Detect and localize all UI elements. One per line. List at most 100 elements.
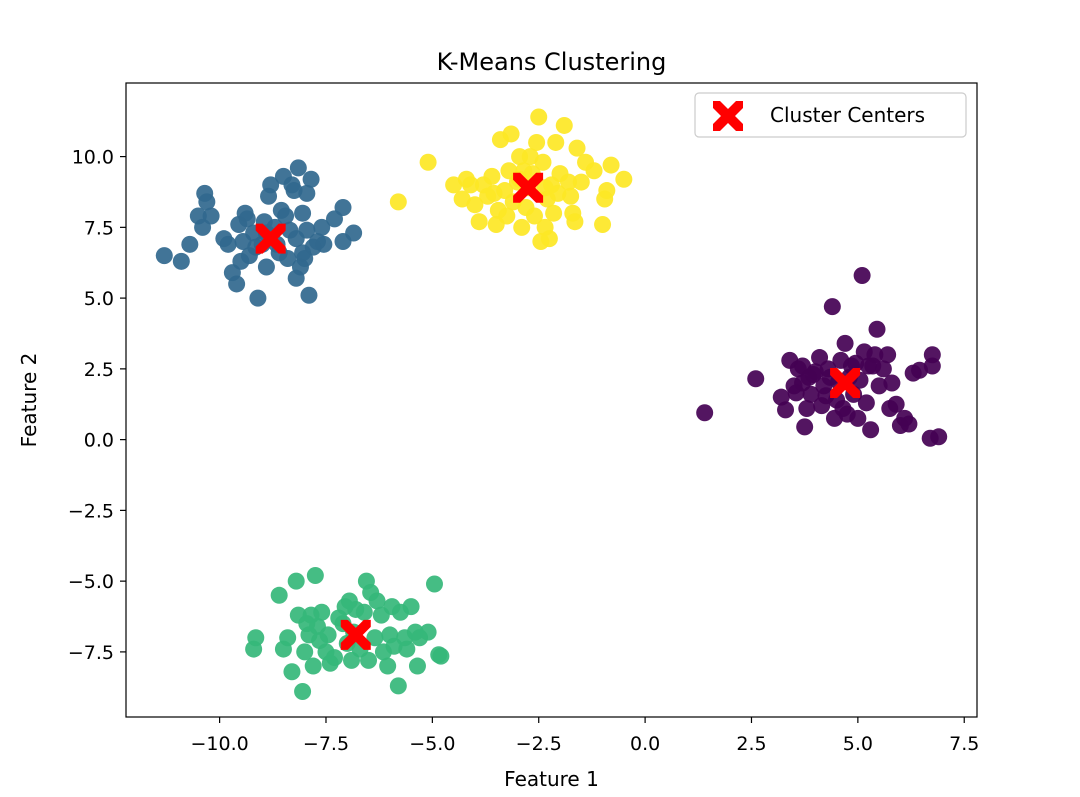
cluster-1-point: [289, 159, 307, 177]
cluster-0-point: [870, 377, 888, 395]
cluster-2-point: [402, 598, 420, 616]
cluster-1-point: [287, 269, 305, 287]
cluster-0-point: [883, 374, 901, 392]
cluster-1-point: [238, 210, 256, 228]
x-tick-label: −2.5: [516, 733, 562, 755]
y-tick-label: 10.0: [72, 147, 114, 169]
cluster-0-point: [868, 320, 886, 338]
x-tick-label: 7.5: [949, 733, 979, 755]
cluster-2-point: [294, 683, 312, 701]
cluster-center-2-marker: [340, 619, 371, 650]
cluster-centers: [255, 172, 861, 650]
cluster-3-point: [555, 116, 573, 134]
x-tick-label: −10.0: [190, 733, 248, 755]
cluster-3-point: [594, 216, 612, 234]
cluster-3-point: [485, 184, 503, 202]
cluster-0-point: [930, 428, 948, 446]
cluster-3-point: [466, 196, 484, 214]
cluster-2-point: [398, 640, 416, 658]
cluster-3-point: [521, 148, 539, 166]
cluster-2-point: [408, 657, 426, 675]
cluster-3-point: [498, 207, 516, 225]
y-tick-label: −2.5: [68, 500, 114, 522]
cluster-0-point: [879, 346, 897, 364]
cluster-3-point: [502, 125, 520, 143]
y-tick-label: −5.0: [68, 571, 114, 593]
cluster-3-point: [545, 204, 563, 222]
cluster-2-point: [389, 677, 407, 695]
cluster-0-point: [849, 409, 867, 427]
cluster-1-point: [202, 207, 220, 225]
y-axis-title: Feature 2: [17, 353, 41, 448]
cluster-2-point: [247, 629, 265, 647]
cluster-2-point: [355, 603, 373, 621]
cluster-0-point: [911, 361, 929, 379]
cluster-2-point: [325, 649, 343, 667]
cluster-0-point: [777, 401, 795, 419]
cluster-0-point: [823, 298, 841, 316]
cluster-2-point: [425, 575, 443, 593]
cluster-0-point: [796, 418, 814, 436]
cluster-1-point: [228, 275, 246, 293]
cluster-3-point: [572, 173, 590, 191]
cluster-0-point: [802, 385, 820, 403]
cluster-1-point: [300, 286, 318, 304]
legend-x-marker-icon: [713, 101, 743, 131]
x-axis-title: Feature 1: [504, 767, 599, 791]
cluster-3-point: [525, 207, 543, 225]
x-tick-label: 0.0: [630, 733, 660, 755]
cluster-2-point: [379, 657, 397, 675]
cluster-2-point: [313, 603, 331, 621]
cluster-3-point: [568, 139, 586, 157]
cluster-0-point: [857, 394, 875, 412]
y-tick-label: −7.5: [68, 642, 114, 664]
cluster-3-point: [419, 153, 437, 171]
cluster-1-point: [294, 244, 312, 262]
cluster-3-point: [483, 167, 501, 185]
y-tick-label: 0.0: [84, 430, 114, 452]
cluster-1-point: [302, 170, 320, 188]
cluster-2-point: [304, 657, 322, 675]
cluster-2-point: [270, 586, 288, 604]
cluster-2-point: [360, 651, 378, 669]
cluster-1-point: [155, 247, 173, 265]
cluster-3-point: [470, 213, 488, 231]
cluster-3-point: [462, 176, 480, 194]
cluster-3-point: [585, 162, 603, 180]
cluster-0-point: [798, 399, 816, 417]
y-tick-label: 2.5: [84, 359, 114, 381]
cluster-2-point: [279, 629, 297, 647]
y-tick-label: 5.0: [84, 288, 114, 310]
legend-label: Cluster Centers: [770, 103, 925, 127]
cluster-0-point: [900, 415, 918, 433]
cluster-1-point: [198, 193, 216, 211]
cluster-3-point: [528, 133, 546, 151]
cluster-3-point: [445, 176, 463, 194]
cluster-2-point: [368, 592, 386, 610]
cluster-1-point: [279, 249, 297, 267]
cluster-1-point: [345, 224, 363, 242]
scatter-points: [155, 108, 948, 701]
x-tick-label: 2.5: [736, 733, 766, 755]
cluster-0-point: [747, 370, 765, 388]
cluster-1-point: [313, 218, 331, 236]
cluster-1-point: [294, 204, 312, 222]
cluster-3-point: [562, 187, 580, 205]
cluster-3-point: [540, 230, 558, 248]
cluster-2-point: [419, 623, 437, 641]
cluster-3-point: [536, 179, 554, 197]
cluster-center-1-marker: [255, 223, 286, 254]
cluster-3-point: [513, 218, 531, 236]
cluster-center-3-marker: [513, 172, 544, 203]
cluster-2-point: [319, 626, 337, 644]
cluster-0-point: [887, 395, 905, 413]
cluster-0-point: [696, 404, 714, 422]
cluster-1-point: [334, 199, 352, 217]
y-axis-ticks: −7.5 −5.0 −2.5 0.0 2.5 5.0 7.5 10.0: [68, 147, 126, 664]
plot-frame: [125, 82, 978, 718]
x-tick-label: −5.0: [409, 733, 455, 755]
cluster-3-point: [566, 213, 584, 231]
x-axis-ticks: −10.0 −7.5 −5.0 −2.5 0.0 2.5 5.0 7.5: [190, 717, 979, 755]
cluster-0-point: [787, 384, 805, 402]
